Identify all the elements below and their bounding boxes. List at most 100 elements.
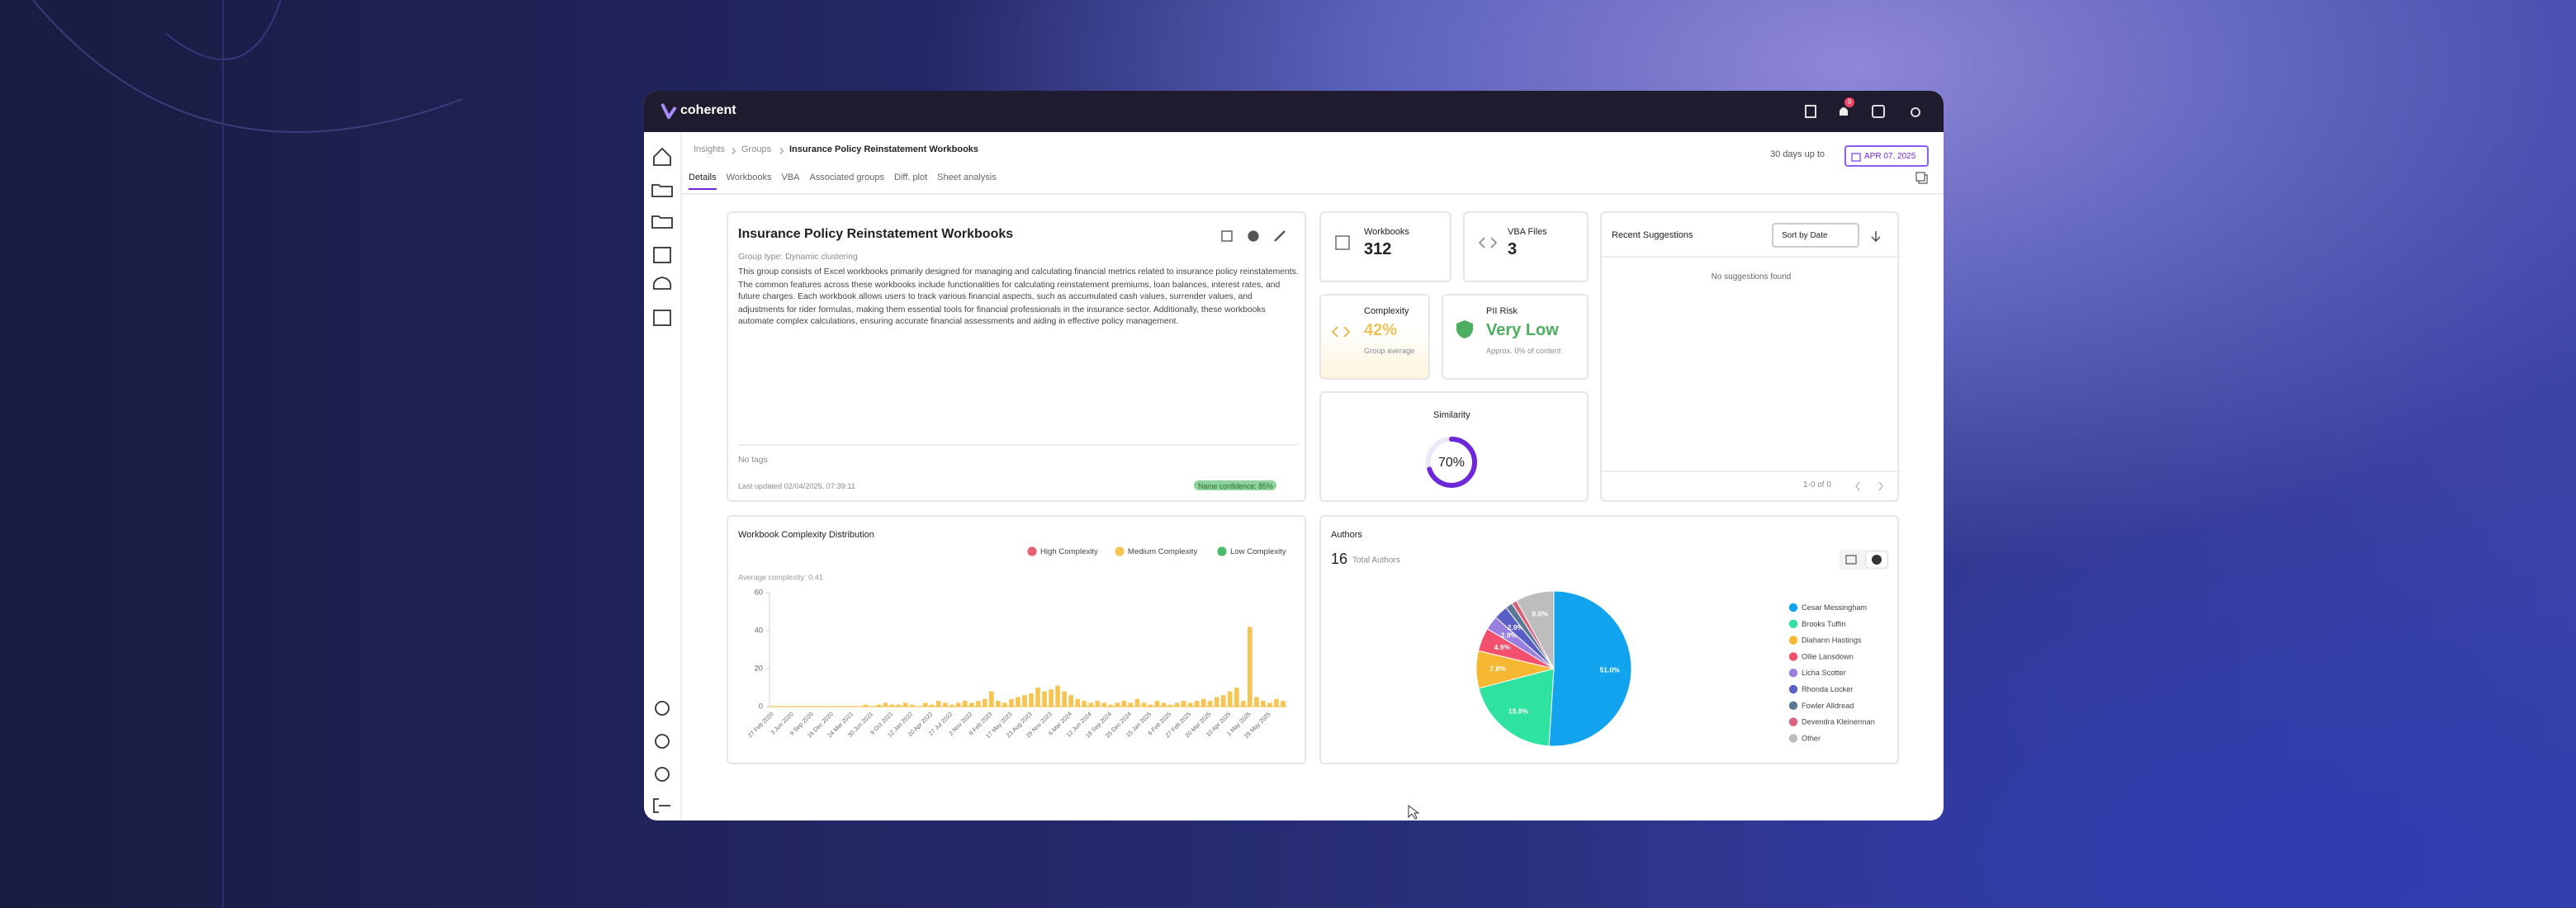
breadcrumb-current: Insurance Policy Reinstatement Workbooks [789,145,979,155]
sidebar-icons [651,147,673,813]
docs-button[interactable] [1803,104,1818,119]
breadcrumb-item[interactable]: Insights [694,145,725,155]
nav-settings[interactable] [655,701,670,716]
legend-label: Cesar Messingham [1802,603,1867,612]
legend-swatch [1217,546,1227,556]
mouse-cursor [1408,805,1420,820]
pager-buttons[interactable] [1853,480,1889,492]
pie-slice [1516,590,1555,669]
nav-upload[interactable] [652,277,672,290]
last-updated: Last updated 02/04/2025, 07:39:11 [738,482,855,490]
bar [1148,704,1153,707]
bar [1075,698,1081,707]
view-toggle[interactable] [1840,550,1889,570]
sort-label: Sort by Date [1782,231,1828,241]
nav-info[interactable] [655,734,670,749]
tab[interactable]: Sheet analysis [937,173,997,183]
bar [1234,688,1239,707]
nav-reports[interactable] [653,310,671,326]
legend-label: High Complexity [1040,547,1098,556]
tab[interactable]: Diff. plot [894,173,928,183]
legend-swatch [1788,636,1798,645]
tab[interactable]: Details [689,170,717,190]
y-tick-label: 60 [755,588,763,596]
tab[interactable]: Associated groups [809,173,885,183]
notifications-button[interactable] [1836,104,1851,119]
bar [1002,702,1007,707]
info-button[interactable] [1248,230,1259,242]
edit-button[interactable] [1274,230,1286,242]
nav-groups[interactable] [651,215,673,229]
pie-slice [1478,668,1555,747]
stat-value: 312 [1364,241,1392,259]
group-title: Insurance Policy Reinstatement Workbooks [738,226,1014,241]
stat-value: Very Low [1486,322,1559,340]
nav-home[interactable] [653,147,671,166]
breadcrumb-separator [732,148,736,154]
stat-note: Group average [1364,347,1415,355]
bar [1200,698,1206,707]
bar [1121,701,1127,707]
table-button[interactable] [1221,230,1233,242]
legend-swatch [1788,701,1798,710]
bar [1241,701,1246,707]
bar [1254,697,1259,707]
workbooks-icon [1335,235,1350,250]
bar [1009,698,1014,707]
pii-card: PII Risk Very Low Approx. 0% of content [1442,294,1589,380]
legend-swatch [1027,546,1037,556]
brand-name: coherent [680,102,736,117]
slice-label: 2.9% [1508,623,1524,631]
bar [1049,689,1054,707]
legend-label: Fowler Alldread [1802,702,1854,710]
bar [1261,701,1266,707]
vba-card: VBA Files 3 [1463,211,1589,282]
legend-swatch [1115,546,1125,556]
bar [902,702,908,707]
gauge-value: 70% [1438,456,1465,470]
slice-label: 4.9% [1494,643,1511,651]
suggestions-title: Recent Suggestions [1612,231,1693,241]
tab[interactable]: Workbooks [726,173,772,183]
pie-slice [1548,590,1632,747]
nav-workbooks[interactable] [653,247,671,263]
background-decoration [32,0,463,908]
library-button[interactable] [1871,104,1886,119]
slice-label: 8.0% [1532,610,1548,618]
bar [909,704,915,707]
bar [1128,702,1134,707]
bar [922,702,928,707]
bar [1022,695,1027,707]
legend-label: Diahann Hastings [1802,636,1862,645]
legend-swatch [1788,619,1798,628]
copy-button[interactable] [1915,172,1929,185]
divider [1602,256,1901,258]
bar [983,698,987,707]
y-tick-label: 20 [755,664,763,672]
sort-select[interactable]: Sort by Date [1772,223,1859,248]
legend-swatch [1788,684,1798,694]
legend-label: Other [1802,734,1821,742]
nav-help[interactable] [655,767,670,782]
slice-label: 19.9% [1508,707,1529,716]
bar [1248,627,1252,707]
theme-button[interactable] [1907,104,1924,121]
bar [1029,693,1034,707]
divider [738,444,1298,446]
bar [1267,702,1272,707]
legend-label: Licha Scotter [1802,669,1846,677]
calendar-icon [1851,153,1861,162]
tab[interactable]: VBA [781,173,800,183]
overview-card: Insurance Policy Reinstatement Workbooks… [727,211,1306,502]
date-picker[interactable]: APR 07, 2025 [1844,145,1929,167]
breadcrumb-item[interactable]: Groups [741,145,772,155]
sort-direction[interactable] [1869,229,1882,243]
nav-folder[interactable] [651,184,673,197]
nav-logout[interactable] [653,798,670,813]
bar [949,704,954,707]
legend-label: Ollie Lansdown [1802,652,1854,660]
top-bar: coherent 9 [644,91,1944,132]
bar [896,704,902,707]
divider [1602,471,1901,472]
bar [1274,698,1279,707]
